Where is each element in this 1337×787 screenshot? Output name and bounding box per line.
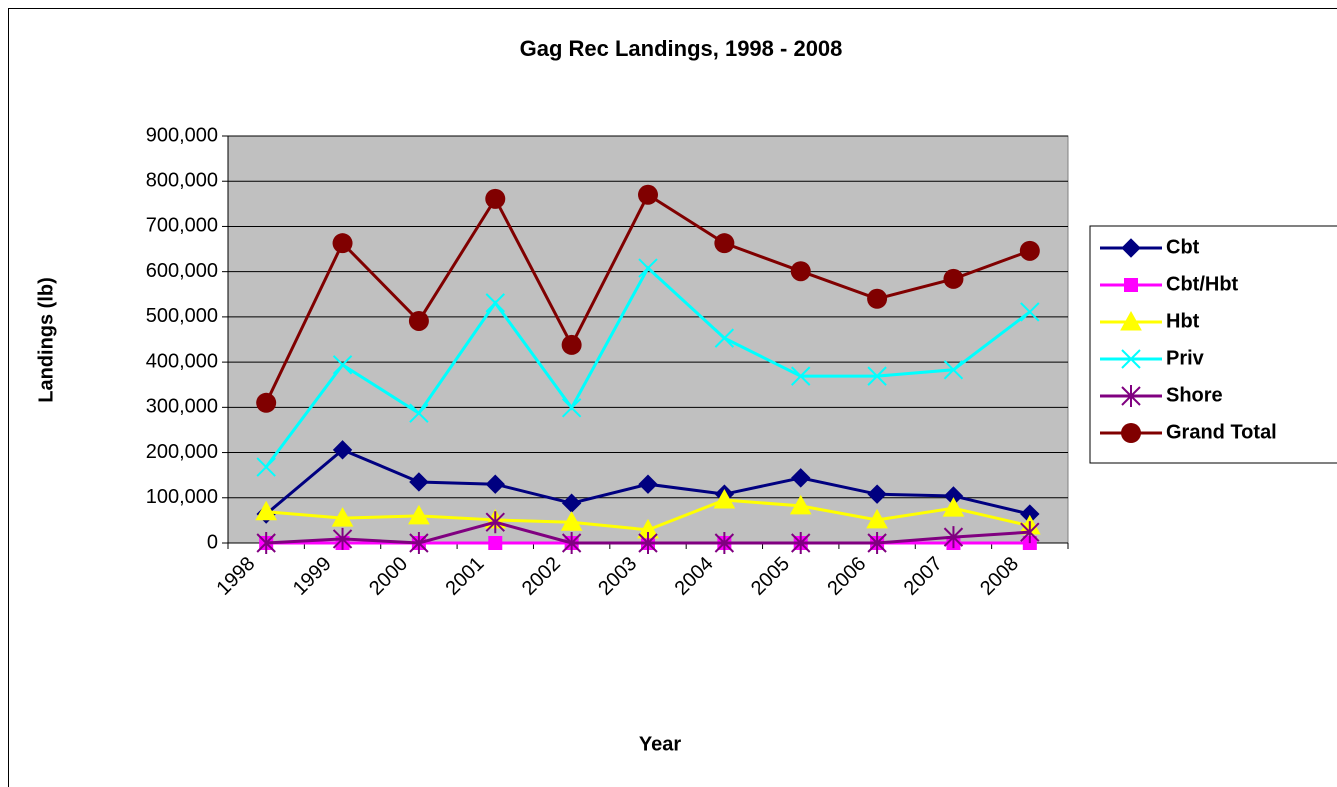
- marker: [791, 532, 811, 554]
- marker: [790, 261, 811, 282]
- legend-label: Shore: [1166, 384, 1223, 406]
- marker: [789, 494, 812, 515]
- series: [256, 184, 1040, 413]
- marker: [255, 500, 278, 521]
- marker: [943, 360, 964, 380]
- marker: [1124, 278, 1138, 292]
- marker: [942, 497, 965, 517]
- marker: [561, 334, 582, 355]
- y-tick-label: 400,000: [146, 350, 218, 372]
- y-tick-label: 800,000: [146, 170, 218, 192]
- marker: [867, 484, 887, 504]
- chart-title: Gag Rec Landings, 1998 - 2008: [520, 36, 843, 61]
- y-tick-label: 900,000: [146, 124, 218, 146]
- marker: [332, 233, 353, 254]
- y-tick-label: 300,000: [146, 396, 218, 418]
- legend-label: Priv: [1166, 347, 1205, 369]
- y-tick-label: 200,000: [146, 441, 218, 463]
- marker: [409, 532, 429, 554]
- marker: [1121, 349, 1141, 369]
- marker: [560, 511, 583, 531]
- marker: [638, 184, 658, 205]
- marker: [485, 474, 505, 494]
- y-axis-title: Landings (lb): [35, 277, 57, 403]
- legend-label: Hbt: [1166, 310, 1200, 332]
- marker: [488, 536, 503, 550]
- marker: [714, 328, 735, 348]
- marker: [1121, 423, 1141, 443]
- marker: [1020, 302, 1040, 322]
- marker: [332, 440, 353, 460]
- marker: [866, 508, 888, 529]
- x-axis-title: Year: [639, 733, 681, 755]
- y-tick-label: 0: [207, 531, 218, 553]
- marker: [867, 366, 887, 386]
- legend-label: Cbt/Hbt: [1166, 273, 1239, 295]
- marker: [791, 468, 811, 488]
- y-tick-label: 600,000: [146, 260, 218, 282]
- marker: [638, 532, 658, 554]
- marker: [638, 474, 658, 494]
- marker: [332, 355, 353, 375]
- y-tick-label: 100,000: [146, 486, 218, 508]
- legend-label: Cbt: [1166, 236, 1200, 258]
- marker: [332, 527, 353, 550]
- marker: [1019, 240, 1040, 261]
- marker: [256, 392, 277, 413]
- y-tick-label: 500,000: [146, 305, 218, 327]
- marker: [408, 310, 429, 331]
- marker: [943, 268, 964, 289]
- marker: [256, 457, 276, 477]
- y-tick-label: 700,000: [146, 215, 218, 237]
- marker: [714, 532, 735, 554]
- marker: [867, 288, 888, 309]
- marker: [1121, 385, 1141, 407]
- marker: [713, 489, 736, 509]
- marker: [714, 233, 735, 254]
- marker: [1121, 238, 1141, 258]
- legend-label: Grand Total: [1166, 421, 1277, 443]
- marker: [1020, 521, 1040, 544]
- marker: [408, 504, 430, 525]
- marker: [1120, 310, 1142, 331]
- marker: [943, 526, 964, 549]
- marker: [561, 398, 582, 418]
- marker: [331, 507, 354, 527]
- marker: [638, 258, 658, 278]
- marker: [485, 188, 506, 209]
- marker: [409, 403, 429, 423]
- marker: [867, 532, 887, 554]
- series: [255, 489, 1041, 539]
- series: [256, 258, 1040, 477]
- marker: [791, 366, 811, 386]
- marker: [409, 472, 429, 492]
- marker: [485, 511, 505, 534]
- marker: [561, 532, 582, 554]
- marker: [485, 293, 505, 313]
- series: [256, 511, 1040, 554]
- marker: [256, 532, 276, 554]
